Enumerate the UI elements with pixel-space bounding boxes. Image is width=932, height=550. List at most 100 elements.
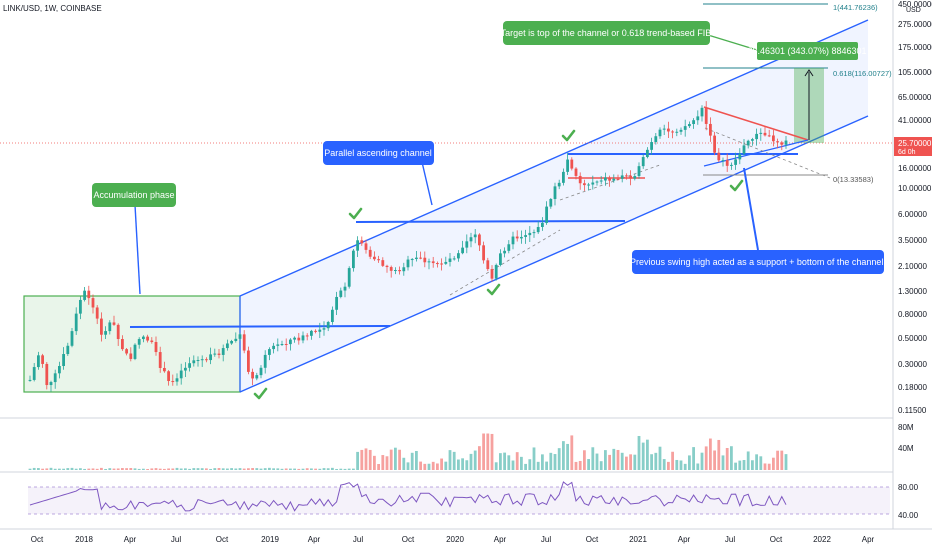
target-callout[interactable]: Target is top of the channel or 0.618 tr… bbox=[501, 21, 712, 45]
volume-bar bbox=[440, 458, 443, 470]
candle-body bbox=[625, 175, 628, 177]
channel-fill bbox=[240, 20, 868, 392]
time-tick: Oct bbox=[216, 535, 229, 544]
candle-body bbox=[545, 206, 548, 223]
price-tick: 450.00000 bbox=[898, 0, 932, 9]
volume-bar bbox=[360, 449, 364, 470]
candle-body bbox=[725, 160, 729, 166]
candle-body bbox=[499, 253, 502, 265]
candle-body bbox=[784, 140, 788, 145]
candle-body bbox=[53, 373, 57, 383]
price-tick: 275.00000 bbox=[898, 20, 932, 29]
volume-bar bbox=[163, 468, 166, 470]
candle-body bbox=[490, 269, 494, 279]
candle-body bbox=[583, 183, 586, 186]
time-tick: Apr bbox=[494, 535, 507, 544]
candle-body bbox=[335, 296, 338, 310]
volume-bar bbox=[520, 456, 523, 470]
volume-bar bbox=[53, 468, 57, 470]
price-axis[interactable]: 450.00000 275.00000 175.00000 105.00000 65.0… bbox=[898, 0, 932, 415]
volume-bar bbox=[410, 452, 414, 470]
candle-body bbox=[402, 267, 406, 272]
volume-bar bbox=[58, 468, 61, 470]
volume-bar bbox=[704, 446, 708, 470]
volume-bar bbox=[385, 456, 389, 470]
triangle-top-line[interactable] bbox=[703, 106, 809, 141]
triangle-bottom-line[interactable] bbox=[703, 139, 809, 167]
price-tick: 0.18000 bbox=[898, 383, 927, 392]
support-line-2[interactable] bbox=[355, 220, 626, 223]
accumulation-callout[interactable]: Accumulation phase bbox=[92, 183, 176, 207]
volume-bar bbox=[503, 452, 506, 470]
candle-body bbox=[633, 176, 637, 179]
volume-bar bbox=[49, 467, 53, 470]
candle-body bbox=[45, 363, 49, 386]
time-axis[interactable]: Oct 2018 Apr Jul Oct 2019 Apr Jul Oct 2020 Apr Jul O… bbox=[31, 535, 875, 544]
candle-body bbox=[91, 298, 95, 308]
candle-body bbox=[562, 171, 565, 183]
volume-bar bbox=[142, 468, 145, 470]
volume-bar bbox=[683, 463, 687, 470]
candle-body bbox=[683, 126, 687, 130]
candle-body bbox=[242, 334, 246, 351]
volume-bar bbox=[536, 461, 540, 470]
candle-body bbox=[146, 336, 149, 341]
candle-body bbox=[662, 128, 666, 130]
volume-bar bbox=[654, 452, 658, 470]
measure-callout[interactable]: 88.46301 (343.07%) 8846301 bbox=[747, 42, 867, 60]
volume-bar bbox=[28, 468, 32, 470]
candle-body bbox=[289, 339, 292, 345]
candle-body bbox=[326, 321, 330, 329]
volume-bar bbox=[515, 452, 519, 470]
accumulation-box[interactable] bbox=[23, 295, 241, 393]
candle-body bbox=[87, 290, 91, 299]
candle-body bbox=[448, 258, 452, 262]
volume-bar bbox=[200, 468, 204, 470]
volume-bar bbox=[717, 439, 721, 470]
check-mark bbox=[348, 207, 363, 220]
volume-bar bbox=[549, 452, 553, 470]
volume-bar bbox=[532, 447, 536, 470]
channel-callout[interactable]: Parallel ascending channel bbox=[323, 141, 434, 165]
candle-body bbox=[377, 259, 380, 261]
channel-top-line[interactable] bbox=[239, 19, 869, 297]
candle-body bbox=[385, 265, 389, 268]
volume-bar bbox=[129, 468, 133, 470]
candle-body bbox=[297, 337, 301, 341]
price-tick: 1.30000 bbox=[898, 287, 927, 296]
candle-body bbox=[658, 129, 662, 137]
candle-body bbox=[566, 159, 569, 172]
volume-bar bbox=[465, 460, 469, 470]
candle-body bbox=[74, 313, 78, 332]
volume-bar bbox=[83, 468, 86, 470]
volume-bar bbox=[32, 467, 36, 470]
candle-body bbox=[759, 132, 763, 134]
volume-bar bbox=[524, 463, 527, 470]
candle-body bbox=[209, 354, 212, 361]
volume-bar bbox=[373, 455, 376, 470]
price-axis-unit: USD bbox=[906, 7, 921, 14]
candle-body bbox=[616, 178, 620, 180]
volume-bar bbox=[175, 467, 179, 470]
candle-body bbox=[461, 247, 464, 254]
channel-bottom-line[interactable] bbox=[239, 115, 869, 393]
volume-bar bbox=[570, 435, 574, 470]
volume-bar bbox=[658, 446, 662, 470]
volume-bar bbox=[100, 467, 103, 470]
measure-callout-text: 88.46301 (343.07%) 8846301 bbox=[747, 46, 866, 56]
time-tick: Jul bbox=[541, 535, 551, 544]
candle-body bbox=[79, 299, 82, 314]
price-tick: 105.00000 bbox=[898, 68, 932, 77]
support-line-1[interactable] bbox=[129, 325, 391, 328]
candle-body bbox=[604, 177, 607, 181]
candle-body bbox=[373, 256, 376, 260]
swing-callout[interactable]: Previous swing high acted as a support +… bbox=[630, 250, 886, 274]
volume-bar bbox=[137, 468, 141, 470]
rsi-tick-80: 80.00 bbox=[898, 483, 919, 492]
volume-bar bbox=[314, 468, 317, 470]
candle-body bbox=[255, 375, 259, 379]
candle-body bbox=[37, 355, 40, 368]
candle-body bbox=[83, 290, 86, 300]
volume-bar bbox=[541, 454, 544, 470]
